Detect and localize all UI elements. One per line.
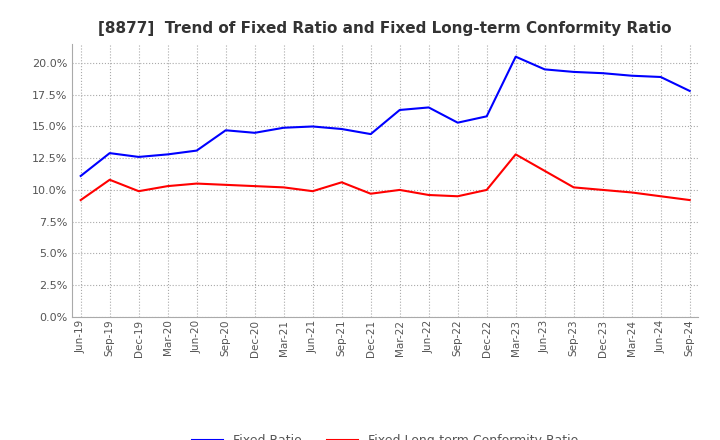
- Fixed Ratio: [424, 105, 433, 110]
- Fixed Long-term Conformity Ratio: [366, 191, 375, 196]
- Fixed Long-term Conformity Ratio: [135, 189, 143, 194]
- Fixed Ratio: [105, 150, 114, 156]
- Fixed Ratio: [192, 148, 201, 153]
- Line: Fixed Ratio: Fixed Ratio: [81, 57, 690, 176]
- Fixed Long-term Conformity Ratio: [221, 182, 230, 187]
- Fixed Long-term Conformity Ratio: [570, 185, 578, 190]
- Fixed Ratio: [366, 132, 375, 137]
- Legend: Fixed Ratio, Fixed Long-term Conformity Ratio: Fixed Ratio, Fixed Long-term Conformity …: [187, 429, 583, 440]
- Fixed Long-term Conformity Ratio: [338, 180, 346, 185]
- Fixed Ratio: [135, 154, 143, 160]
- Fixed Long-term Conformity Ratio: [598, 187, 607, 193]
- Fixed Ratio: [395, 107, 404, 113]
- Fixed Ratio: [308, 124, 317, 129]
- Fixed Ratio: [657, 74, 665, 80]
- Fixed Long-term Conformity Ratio: [511, 152, 520, 157]
- Fixed Long-term Conformity Ratio: [163, 183, 172, 189]
- Fixed Long-term Conformity Ratio: [279, 185, 288, 190]
- Fixed Long-term Conformity Ratio: [541, 168, 549, 173]
- Fixed Long-term Conformity Ratio: [308, 189, 317, 194]
- Fixed Ratio: [685, 88, 694, 94]
- Fixed Long-term Conformity Ratio: [454, 194, 462, 199]
- Fixed Ratio: [598, 70, 607, 76]
- Fixed Long-term Conformity Ratio: [395, 187, 404, 193]
- Fixed Ratio: [511, 54, 520, 59]
- Fixed Long-term Conformity Ratio: [192, 181, 201, 186]
- Fixed Ratio: [338, 126, 346, 132]
- Fixed Ratio: [76, 173, 85, 179]
- Fixed Ratio: [163, 152, 172, 157]
- Fixed Ratio: [570, 69, 578, 74]
- Fixed Ratio: [482, 114, 491, 119]
- Fixed Long-term Conformity Ratio: [685, 198, 694, 203]
- Fixed Ratio: [454, 120, 462, 125]
- Fixed Long-term Conformity Ratio: [627, 190, 636, 195]
- Fixed Ratio: [541, 67, 549, 72]
- Title: [8877]  Trend of Fixed Ratio and Fixed Long-term Conformity Ratio: [8877] Trend of Fixed Ratio and Fixed Lo…: [99, 21, 672, 36]
- Fixed Long-term Conformity Ratio: [251, 183, 259, 189]
- Fixed Ratio: [221, 128, 230, 133]
- Fixed Long-term Conformity Ratio: [482, 187, 491, 193]
- Fixed Long-term Conformity Ratio: [76, 198, 85, 203]
- Fixed Long-term Conformity Ratio: [424, 192, 433, 198]
- Fixed Ratio: [279, 125, 288, 130]
- Fixed Ratio: [627, 73, 636, 78]
- Fixed Ratio: [251, 130, 259, 136]
- Line: Fixed Long-term Conformity Ratio: Fixed Long-term Conformity Ratio: [81, 154, 690, 200]
- Fixed Long-term Conformity Ratio: [105, 177, 114, 183]
- Fixed Long-term Conformity Ratio: [657, 194, 665, 199]
